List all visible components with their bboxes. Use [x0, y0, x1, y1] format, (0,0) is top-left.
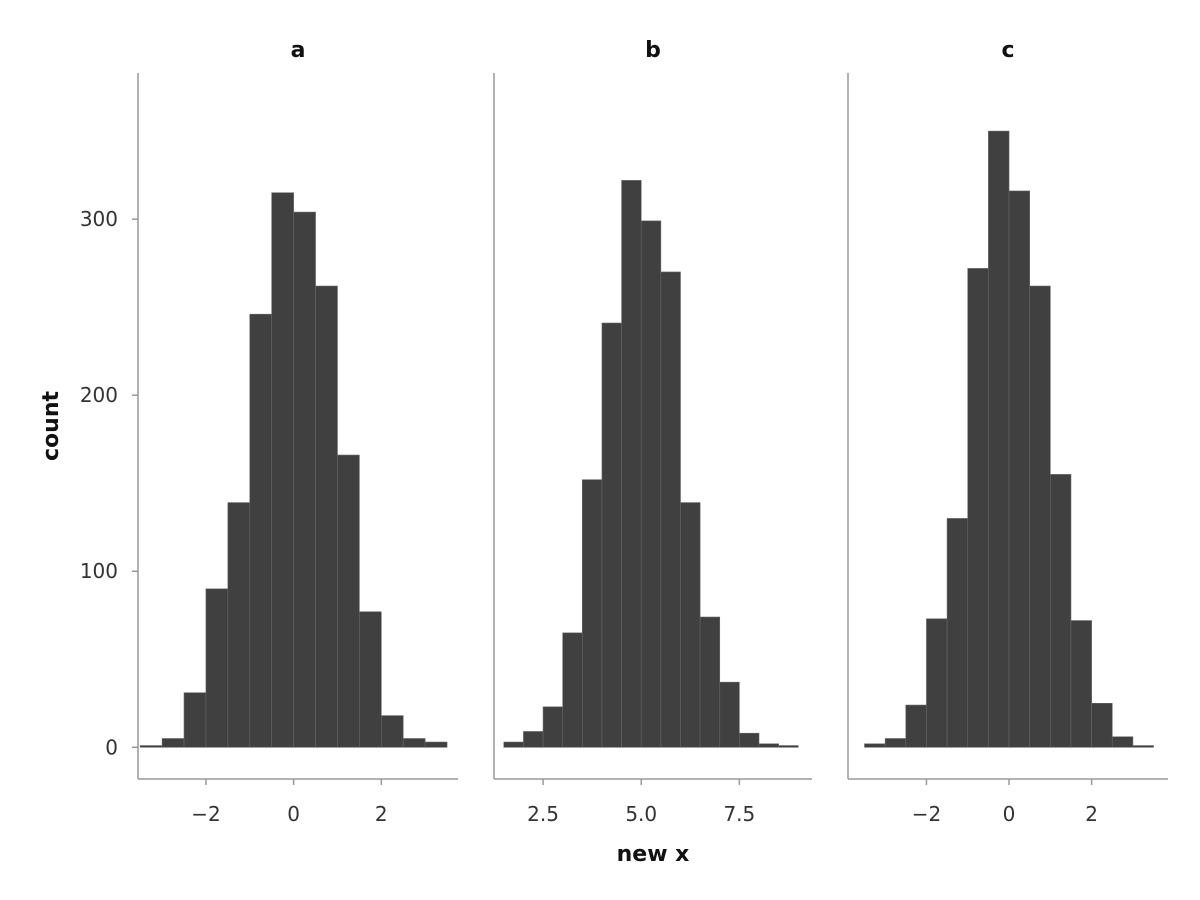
histogram-bar	[988, 130, 1010, 748]
histogram-bar	[139, 745, 163, 748]
x-tick-label: 2.5	[527, 802, 559, 826]
histogram-bar	[293, 211, 316, 748]
x-tick-label: 0	[1003, 802, 1016, 826]
histogram-bar	[758, 743, 779, 748]
histogram-bar	[161, 738, 185, 748]
histogram-bar	[680, 502, 701, 748]
histogram-bar	[1008, 190, 1030, 748]
histogram-bar	[926, 618, 948, 748]
histogram-bar	[1111, 736, 1134, 748]
histogram-bar	[1091, 702, 1113, 748]
facet-title-c: c	[1001, 38, 1014, 63]
histogram-bar	[640, 220, 662, 748]
histogram-bar	[271, 192, 294, 748]
x-tick-label: 2	[1085, 802, 1098, 826]
panel-a: a −2 0 2 0 100 200 300	[80, 38, 458, 826]
histogram-bar	[227, 502, 251, 748]
panel-b: b 2.5 5.0 7.5	[493, 38, 812, 826]
x-tick-label: 0	[287, 802, 300, 826]
histogram-bar	[380, 715, 404, 748]
histogram-bar	[1029, 285, 1051, 748]
histogram-bar	[739, 732, 760, 748]
histogram-bar	[503, 741, 524, 748]
histogram-bar	[183, 692, 207, 748]
histogram-bar	[905, 704, 927, 748]
x-tick-label: 7.5	[723, 802, 755, 826]
histogram-bar	[719, 681, 740, 748]
histogram-bar	[946, 518, 969, 748]
histogram-bar	[315, 285, 338, 748]
y-tick-label: 300	[80, 207, 118, 231]
histogram-bar	[864, 743, 886, 748]
histogram-bar	[582, 479, 603, 748]
x-tick-label: 2	[375, 802, 388, 826]
histogram-bar	[249, 313, 272, 748]
histogram-bar	[699, 616, 721, 748]
y-tick-label: 0	[105, 735, 118, 759]
facet-title-b: b	[645, 38, 661, 63]
histogram-bar	[424, 741, 448, 748]
panel-c: c −2 0 2	[847, 38, 1168, 826]
y-axis-title: count	[39, 391, 64, 461]
histogram-bar	[601, 322, 622, 748]
histogram-bar	[359, 611, 382, 748]
histogram-bar	[884, 738, 907, 748]
facet-panels: a −2 0 2 0 100 200 300 b 2.5 5.0 7.5 c −2 0 2	[80, 38, 1168, 826]
x-tick-label: 5.0	[625, 802, 657, 826]
histogram-bar	[205, 588, 229, 748]
y-tick-label: 100	[80, 559, 118, 583]
histogram-bar	[1050, 474, 1072, 748]
histogram-bar	[621, 180, 642, 748]
histogram-bar	[402, 738, 426, 748]
histogram-bar	[523, 731, 544, 748]
histogram-bar	[1070, 620, 1092, 748]
histogram-bar	[337, 454, 360, 748]
histogram-bar	[562, 632, 583, 748]
histogram-bar	[542, 706, 564, 748]
histogram-bar	[1132, 745, 1154, 748]
histogram-bar	[660, 271, 681, 748]
x-axis-title: new x	[617, 842, 690, 867]
histogram-bar	[967, 268, 989, 748]
histogram-bar	[778, 745, 799, 748]
facet-title-a: a	[291, 38, 306, 63]
x-tick-label: −2	[191, 802, 220, 826]
y-tick-label: 200	[80, 383, 118, 407]
x-tick-label: −2	[912, 802, 941, 826]
